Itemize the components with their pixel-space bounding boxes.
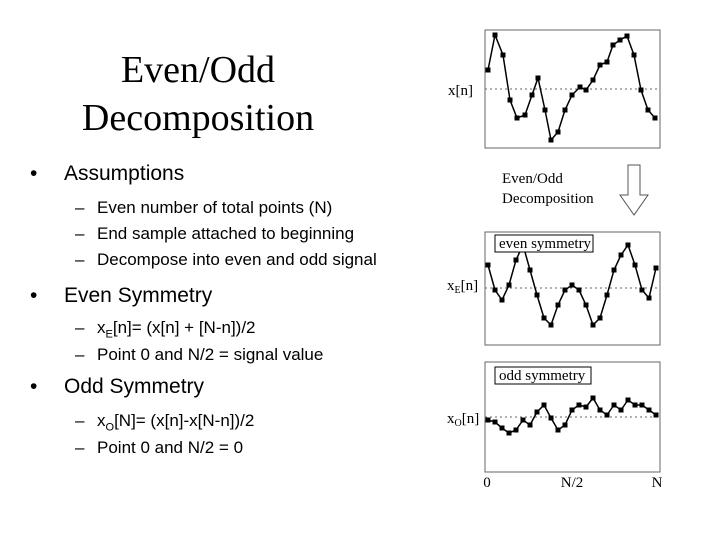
label-base: x [447,411,455,427]
axis-label: N/2 [561,475,584,491]
sub-bullet: xE[n]= (x[n] + [N-n])/2 [75,318,256,340]
caption-line: Even/Odd [502,171,563,187]
sub-bullet: Point 0 and N/2 = signal value [75,345,323,365]
formula-rest: [n]= (x[n] + [N-n])/2 [112,318,256,337]
box-text: odd symmetry [499,368,586,384]
sub-bullet-text: End sample attached to beginning [97,224,355,243]
label-rest: [n] [462,411,480,427]
label-box [494,234,594,253]
sub-bullet-text: Point 0 and N/2 = 0 [97,438,244,457]
formula-base: x [97,318,106,337]
formula-sub: O [105,421,115,434]
bullet: Even Symmetry [30,284,212,308]
formula-base: x [97,411,106,430]
bullet-text: Assumptions [64,162,185,185]
sub-bullet: Even number of total points (N) [75,198,332,218]
plot-label: xO[n] [447,411,479,429]
caption: Even/Odd Decomposition [502,171,594,207]
label-sub: E [455,285,461,296]
bullet: Assumptions [30,162,184,186]
label-box [494,366,592,385]
axis-label: 0 [483,475,491,491]
bullet-text: Odd Symmetry [64,375,205,398]
sub-bullet-text: Decompose into even and odd signal [97,250,377,269]
label-rest: [n] [461,278,479,294]
sub-bullet: xO[N]= (x[n]-x[N-n])/2 [75,411,254,433]
bullet: Odd Symmetry [30,375,204,399]
sub-bullet-text: Point 0 and N/2 = signal value [97,345,324,364]
bullet-text: Even Symmetry [64,284,213,307]
sub-bullet: Decompose into even and odd signal [75,250,377,270]
formula-rest: [N]= (x[n]-x[N-n])/2 [114,411,255,430]
caption-line: Decomposition [502,191,594,207]
label-base: x [447,278,455,294]
arrow [619,164,649,216]
sub-bullet: End sample attached to beginning [75,224,354,244]
sub-bullet-text: Even number of total points (N) [97,198,333,217]
slide-title: Even/Odd Decomposition [81,49,315,139]
axis-label: N [652,475,663,491]
waveforms [485,32,659,436]
plot-label: xE[n] [447,278,478,296]
box-text: even symmetry [499,236,592,252]
label-sub: O [455,418,462,429]
formula-sub: E [105,328,113,341]
sub-bullet: Point 0 and N/2 = 0 [75,438,243,458]
plot-label: x[n] [448,83,473,99]
